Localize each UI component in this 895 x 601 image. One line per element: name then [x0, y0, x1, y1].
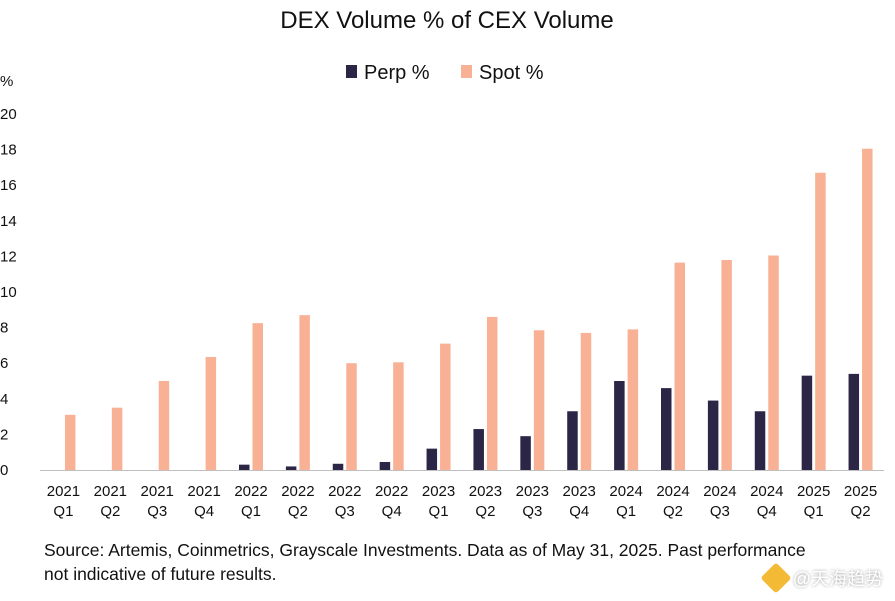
- spot-bar: [346, 363, 357, 470]
- spot-bar: [862, 148, 873, 470]
- spot-bar: [533, 330, 545, 470]
- x-tick-quarter-label: Q1: [804, 503, 824, 520]
- x-tick-year-label: 2024: [750, 483, 783, 500]
- x-tick-year-label: 2024: [609, 483, 642, 500]
- spot-bar: [674, 262, 685, 470]
- bars-group: [64, 148, 873, 471]
- x-tick-quarter-label: Q1: [241, 503, 261, 520]
- perp-bar: [754, 411, 766, 470]
- watermark-text: @天海趋势: [792, 569, 883, 589]
- x-tick-year-label: 2021: [141, 483, 174, 500]
- source-note: Source: Artemis, Coinmetrics, Grayscale …: [44, 540, 806, 584]
- spot-bar: [815, 172, 826, 471]
- spot-bar: [205, 356, 217, 470]
- y-tick-label: 0: [0, 462, 8, 479]
- x-tick-quarter-label: Q1: [53, 503, 73, 520]
- y-axis-unit-label: %: [0, 73, 13, 90]
- x-tick-quarter-label: Q4: [569, 503, 589, 520]
- y-axis: 0 2 4 6 8 10 12 14 16 18 20: [0, 106, 17, 479]
- x-tick-quarter-label: Q3: [710, 503, 730, 520]
- x-tick-year-label: 2023: [516, 483, 549, 500]
- perp-bar: [848, 373, 860, 470]
- x-tick-year-label: 2021: [187, 483, 220, 500]
- chart-legend: Perp % Spot %: [346, 62, 544, 84]
- x-axis: 2021 Q1 2021 Q2 2021 Q3 2021 Q4 2022 Q1 2022 Q2 2022…: [47, 483, 877, 520]
- y-tick-label: 4: [0, 391, 8, 408]
- x-tick-quarter-label: Q2: [851, 503, 871, 520]
- legend-label: Spot %: [479, 62, 544, 84]
- x-tick-year-label: 2022: [375, 483, 408, 500]
- spot-bar: [768, 255, 779, 470]
- y-tick-label: 14: [0, 213, 17, 230]
- perp-bar: [614, 381, 625, 470]
- x-tick-quarter-label: Q2: [663, 503, 683, 520]
- x-tick-year-label: 2021: [94, 483, 127, 500]
- x-tick-year-label: 2022: [328, 483, 361, 500]
- x-tick-year-label: 2024: [656, 483, 689, 500]
- legend-swatch: [461, 65, 472, 78]
- x-tick-quarter-label: Q1: [429, 503, 449, 520]
- x-tick-year-label: 2022: [234, 483, 267, 500]
- spot-bar: [252, 323, 263, 470]
- x-tick-year-label: 2023: [422, 483, 455, 500]
- y-tick-label: 2: [0, 426, 8, 443]
- x-tick-year-label: 2021: [47, 483, 80, 500]
- x-tick-quarter-label: Q3: [335, 503, 355, 520]
- x-tick-year-label: 2025: [844, 483, 877, 500]
- x-tick-year-label: 2023: [469, 483, 502, 500]
- x-tick-year-label: 2024: [703, 483, 736, 500]
- spot-bar: [299, 315, 310, 470]
- perp-bar: [661, 388, 672, 470]
- spot-bar: [580, 332, 592, 470]
- x-tick-year-label: 2023: [563, 483, 596, 500]
- perp-bar: [332, 463, 344, 470]
- y-tick-label: 8: [0, 320, 8, 337]
- perp-bar: [426, 448, 438, 470]
- x-tick-quarter-label: Q4: [194, 503, 214, 520]
- legend-swatch: [346, 65, 357, 78]
- spot-bar: [111, 407, 123, 470]
- chart-title: DEX Volume % of CEX Volume: [280, 7, 614, 34]
- x-tick-quarter-label: Q1: [616, 503, 636, 520]
- x-tick-quarter-label: Q3: [147, 503, 167, 520]
- spot-bar: [627, 329, 639, 470]
- y-tick-label: 12: [0, 248, 17, 265]
- y-tick-label: 16: [0, 177, 17, 194]
- y-tick-label: 6: [0, 355, 8, 372]
- perp-bar: [567, 411, 578, 470]
- spot-bar: [393, 362, 404, 470]
- x-tick-quarter-label: Q3: [522, 503, 542, 520]
- perp-bar: [707, 400, 719, 470]
- perp-bar: [379, 461, 391, 470]
- perp-bar: [473, 429, 484, 470]
- spot-bar: [721, 259, 732, 470]
- spot-bar: [64, 414, 76, 470]
- y-tick-label: 18: [0, 142, 17, 159]
- perp-bar: [520, 436, 531, 470]
- perp-bar: [285, 466, 297, 470]
- x-tick-quarter-label: Q4: [757, 503, 777, 520]
- x-tick-year-label: 2025: [797, 483, 830, 500]
- legend-label: Perp %: [364, 62, 430, 84]
- x-tick-quarter-label: Q2: [475, 503, 495, 520]
- watermark-logo-icon: [760, 562, 792, 594]
- x-tick-quarter-label: Q2: [288, 503, 308, 520]
- perp-bar: [239, 464, 250, 470]
- perp-bar: [801, 375, 813, 470]
- spot-bar: [486, 316, 498, 470]
- spot-bar: [158, 381, 170, 470]
- x-tick-year-label: 2022: [281, 483, 314, 500]
- x-tick-quarter-label: Q2: [100, 503, 120, 520]
- watermark: @天海趋势: [760, 562, 883, 594]
- x-tick-quarter-label: Q4: [382, 503, 402, 520]
- y-tick-label: 10: [0, 284, 17, 301]
- spot-bar: [440, 343, 451, 470]
- y-tick-label: 20: [0, 106, 17, 123]
